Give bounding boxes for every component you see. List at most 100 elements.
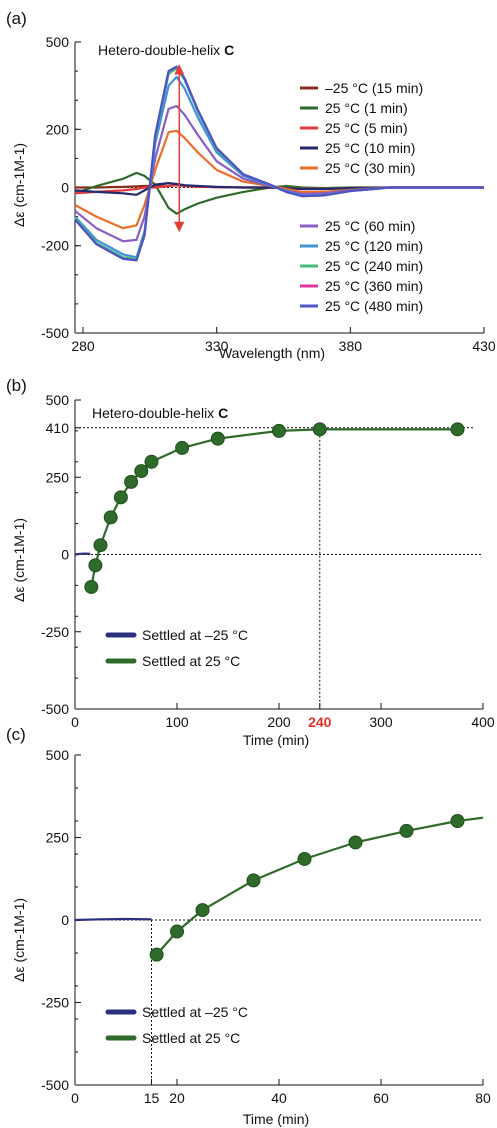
panel-a-legend-label-3: 25 °C (10 min) [325, 140, 415, 156]
panel-a-xtick-label: 330 [205, 338, 229, 354]
panel-b-ytick-label: 0 [61, 547, 69, 563]
panel-b-annotation: Hetero-double-helix C [92, 405, 228, 421]
panel-c-xtick-label: 40 [271, 1090, 287, 1106]
panel-b-data-point [144, 454, 159, 469]
panel-a-ytick-label: 200 [46, 121, 70, 137]
panel-a-ytick-label: -500 [41, 325, 69, 341]
panel-a-legend: –25 °C (15 min) 25 °C (1 min) 25 °C (5 min… [300, 80, 423, 314]
panel-c-ytick-label: 250 [46, 830, 70, 846]
panel-c-xtick-label: 0 [71, 1090, 79, 1106]
panel-a-ytick-label: 500 [46, 34, 70, 50]
panel-b-data-point [84, 579, 99, 594]
panel-b-ytick-label: 250 [46, 469, 70, 485]
panel-c-legend: Settled at –25 °C Settled at 25 °C [105, 1004, 248, 1046]
panel-b-annotation-bold: C [218, 405, 228, 421]
panel-c-data-point [170, 924, 184, 939]
panel-b-ytick-label: -500 [41, 701, 69, 717]
panel-a-chart: Hetero-double-helix C Wavelength (nm) Δε… [11, 34, 496, 361]
panel-b-chart: Hetero-double-helix C Time (min) Δε (cm-… [11, 392, 495, 748]
panel-c-xlabel: Time (min) [243, 1111, 309, 1127]
panel-b-data-point [312, 422, 327, 437]
panel-b-data-point [272, 423, 286, 438]
panel-a-series-line-9 [74, 65, 484, 262]
panel-c-data-point [297, 851, 312, 866]
panel-c-data-point [399, 823, 414, 838]
panel-b-ylabel: Δε (cm-1M-1) [11, 518, 27, 602]
panel-c-legend-label-1: Settled at 25 °C [142, 1030, 240, 1046]
panel-a-xtick-label: 380 [339, 338, 363, 354]
panel-a-annotation-bold: C [224, 42, 234, 58]
panel-a-series-line-6 [74, 75, 484, 259]
panel-b-ytick-label: -250 [41, 624, 69, 640]
panel-a-series-line-3 [74, 182, 484, 196]
panel-b-xtick-label-highlight: 240 [308, 714, 332, 730]
panel-a-series-line-1 [74, 171, 484, 215]
panel-c-xtick-label: 80 [475, 1090, 491, 1106]
panel-a-legend-label-4: 25 °C (30 min) [325, 160, 415, 176]
panel-b-annotation-text: Hetero-double-helix [92, 405, 218, 421]
panel-b-xtick-label: 400 [471, 714, 495, 730]
panel-a-ylabel: Δε (cm-1M-1) [11, 143, 27, 227]
panel-a-series-line-5 [74, 104, 484, 243]
panel-c-series-line-1 [155, 819, 458, 956]
panel-b-data-point [103, 510, 118, 525]
panel-b-ytick-label: 410 [46, 420, 70, 436]
panel-b-xtick-label: 100 [165, 714, 189, 730]
panel-a-xtick-label: 430 [472, 338, 496, 354]
panel-c-legend-label-0: Settled at –25 °C [142, 1004, 248, 1020]
panel-a-legend-label-0: –25 °C (15 min) [325, 80, 423, 96]
panel-b-data-point [88, 558, 103, 573]
panel-b-data-point [210, 431, 225, 446]
panel-c-ylabel: Δε (cm-1M-1) [11, 898, 27, 982]
panel-c-data-point [246, 873, 261, 888]
panel-a-legend-label-2: 25 °C (5 min) [325, 120, 408, 136]
panel-c-ytick-label: 500 [46, 747, 70, 763]
panel-b-data-point [134, 464, 149, 479]
panel-a-legend-label-1: 25 °C (1 min) [325, 100, 408, 116]
panel-b-xtick-label: 0 [71, 714, 79, 730]
panel-c-series-line-2 [457, 816, 484, 823]
panel-b-data-point [124, 474, 139, 489]
panel-a-annotation-text: Hetero-double-helix [98, 42, 224, 58]
panel-b-series-line-1 [90, 428, 458, 588]
panel-c-data-point [149, 947, 164, 962]
panel-b-legend-label-1: Settled at 25 °C [142, 653, 240, 669]
panel-a-series-line-4 [74, 129, 484, 230]
panel-a-xtick-label: 280 [71, 338, 95, 354]
panel-a-xlabel: Wavelength (nm) [219, 345, 325, 361]
panel-label-b: (b) [6, 376, 27, 395]
panel-c-ytick-label: -250 [41, 995, 69, 1011]
panel-b-data-point [93, 538, 108, 553]
panel-a-series-line-7 [74, 67, 484, 260]
panel-a-legend-label-5: 25 °C (60 min) [325, 218, 415, 234]
panel-a-ytick-label: -200 [41, 238, 69, 254]
panel-label-a: (a) [6, 9, 27, 28]
panel-a-annotation: Hetero-double-helix C [98, 42, 234, 58]
panel-b-legend: Settled at –25 °C Settled at 25 °C [105, 627, 248, 669]
panel-b-data-point [175, 440, 190, 455]
panel-c-chart: Time (min) Δε (cm-1M-1) 5002500-250-5000… [11, 747, 491, 1127]
panel-a-legend-label-8: 25 °C (360 min) [325, 278, 423, 294]
panel-c-series-line-0 [74, 917, 152, 922]
panel-b-xtick-label: 300 [369, 714, 393, 730]
panel-c-xtick-label: 20 [169, 1090, 185, 1106]
panel-c-xtick-label: 60 [373, 1090, 389, 1106]
panel-b-data-point [450, 422, 465, 437]
panel-b-series-line-0 [74, 552, 91, 556]
panel-a-legend-label-7: 25 °C (240 min) [325, 258, 423, 274]
panel-c-data-point [348, 835, 363, 850]
panel-b-ytick-label: 500 [46, 392, 70, 408]
panel-b-legend-label-0: Settled at –25 °C [142, 627, 248, 643]
panel-a-ytick-label: 0 [61, 180, 69, 196]
panel-c-ytick-label: -500 [41, 1077, 69, 1093]
panel-c-data-point [195, 903, 210, 918]
svg-text:Hetero-double-helix C: Hetero-double-helix C [98, 42, 234, 58]
panel-a-legend-label-6: 25 °C (120 min) [325, 238, 423, 254]
panel-b-data-point [113, 490, 128, 505]
panel-b-xtick-label: 200 [267, 714, 291, 730]
panel-b-xlabel: Time (min) [243, 732, 309, 748]
panel-a-legend-label-9: 25 °C (480 min) [325, 298, 423, 314]
panel-c-ytick-label: 0 [61, 912, 69, 928]
panel-label-c: (c) [6, 725, 26, 744]
